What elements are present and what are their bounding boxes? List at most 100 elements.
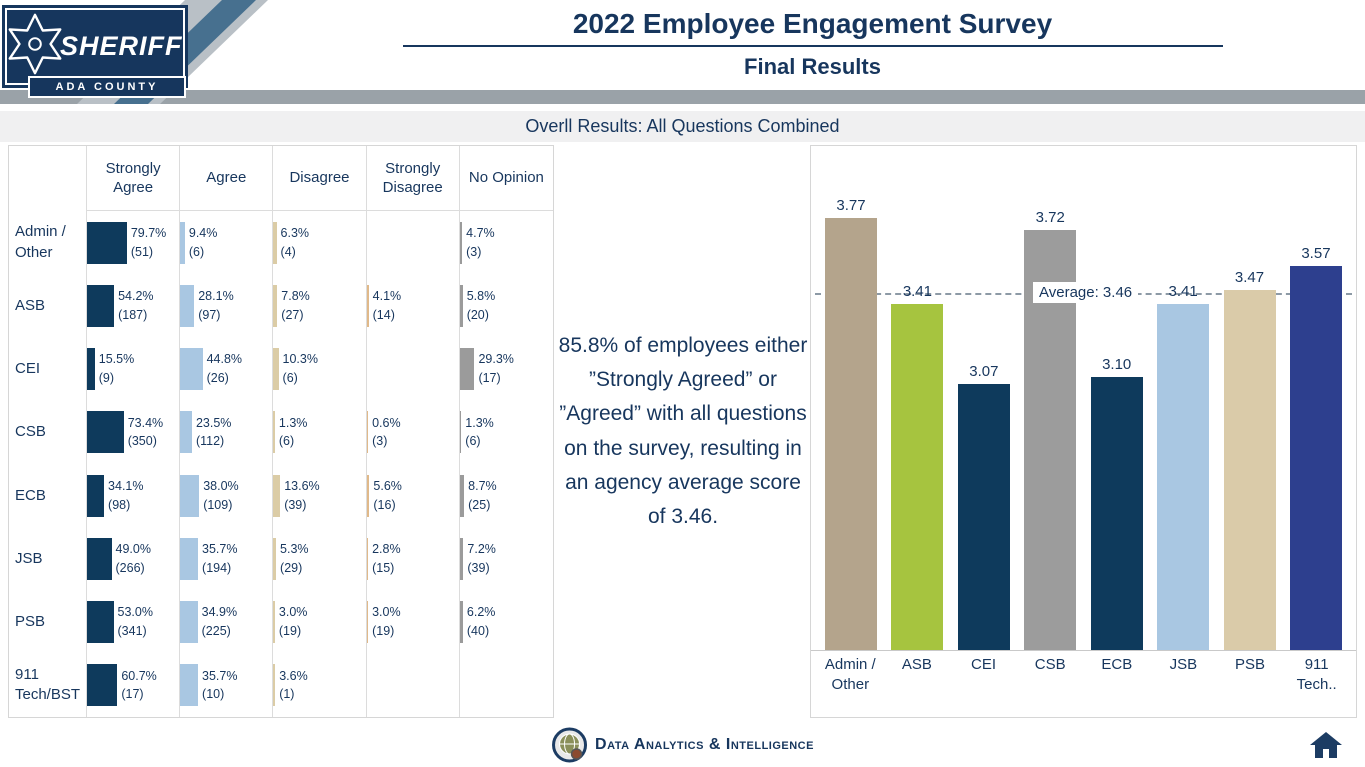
- cell-value: 5.3% (29): [280, 542, 309, 575]
- cell-bar[interactable]: [180, 284, 195, 327]
- bar[interactable]: [1223, 290, 1276, 650]
- bar-value-label: 3.47: [1234, 269, 1265, 286]
- cell-bar[interactable]: [87, 221, 127, 264]
- table-cell: 34.9% (225): [180, 590, 274, 654]
- bar[interactable]: [1157, 304, 1210, 650]
- bar-group: 3.41: [891, 283, 944, 650]
- cell-bar[interactable]: [180, 537, 199, 580]
- cell-bar[interactable]: [87, 537, 112, 580]
- bar-group: 3.10: [1090, 356, 1143, 650]
- row-label: CSB: [9, 400, 87, 464]
- cell-bar[interactable]: [87, 474, 105, 517]
- table-cell: 6.2% (40): [459, 591, 553, 654]
- cell-value: 13.6% (39): [284, 478, 320, 512]
- bar[interactable]: [957, 384, 1010, 650]
- header-gray-band: [0, 90, 1365, 104]
- cell-bar[interactable]: [366, 474, 370, 517]
- cell-value: 28.1% (97): [198, 289, 234, 322]
- table-cell: 1.3% (6): [459, 401, 553, 464]
- cell-value: 49.0% (266): [115, 542, 151, 575]
- cell-value: 9.4% (6): [188, 225, 218, 259]
- bar-chart-plot: 3.77 3.41 3.07 3.72 3.10 3.41 3.47 3.57 Average…: [811, 146, 1356, 651]
- cell-bar[interactable]: [273, 348, 279, 391]
- cell-value: 2.8% (15): [372, 542, 401, 575]
- cell-bar[interactable]: [273, 221, 277, 264]
- sheriff-star-icon: [8, 13, 62, 75]
- cell-bar[interactable]: [366, 537, 369, 580]
- cell-bar[interactable]: [180, 411, 192, 454]
- cell-bar[interactable]: [87, 601, 114, 644]
- bar-value-label: 3.72: [1035, 209, 1065, 226]
- table-cell: 23.5% (112): [180, 400, 274, 464]
- home-button[interactable]: [1307, 729, 1345, 761]
- cell-bar[interactable]: [273, 537, 277, 580]
- table-cell: 4.7% (3): [459, 211, 553, 274]
- cell-bar[interactable]: [180, 474, 200, 517]
- cell-bar[interactable]: [459, 474, 465, 517]
- cell-bar[interactable]: [87, 411, 124, 454]
- cell-bar[interactable]: [366, 411, 369, 454]
- cell-bar[interactable]: [180, 221, 185, 264]
- table-cell: 73.4% (350): [87, 400, 181, 464]
- cell-value: 79.7% (51): [130, 225, 167, 259]
- cell-bar[interactable]: [273, 664, 276, 707]
- table-cell: 28.1% (97): [180, 274, 274, 338]
- table-cell: 15.5% (9): [87, 337, 181, 401]
- cell-bar[interactable]: [459, 284, 463, 327]
- section-title: Overll Results: All Questions Combined: [525, 116, 840, 136]
- cell-value: 34.1% (98): [108, 478, 144, 512]
- bar-group: 3.57: [1289, 245, 1342, 650]
- category-label: PSB: [1235, 656, 1266, 673]
- table-cell: 8.7% (25): [459, 464, 553, 527]
- category-label: ECB: [1101, 656, 1133, 673]
- table-cell: [460, 654, 553, 717]
- cell-bar[interactable]: [180, 348, 203, 391]
- page-title: 2022 Employee Engagement Survey: [572, 8, 1053, 39]
- cell-bar[interactable]: [459, 601, 463, 644]
- cell-bar[interactable]: [180, 664, 199, 707]
- cell-value: 53.0% (341): [117, 605, 153, 639]
- bar[interactable]: [1289, 266, 1342, 650]
- table-cell: 4.1% (14): [366, 274, 460, 338]
- table-corner-cell: [9, 146, 87, 211]
- home-icon: [1310, 732, 1342, 758]
- table-cell: 6.3% (4): [273, 211, 367, 275]
- cell-bar[interactable]: [459, 348, 475, 391]
- cell-bar[interactable]: [273, 284, 278, 327]
- cell-bar[interactable]: [273, 474, 281, 517]
- results-table: Strongly Agree Agree Disagree Strongly Disa…: [9, 146, 553, 717]
- table-cell: 0.6% (3): [366, 400, 460, 464]
- cell-bar[interactable]: [459, 411, 462, 454]
- bar[interactable]: [825, 218, 877, 650]
- bar-value-label: 3.57: [1301, 245, 1331, 262]
- cell-value: 3.0% (19): [372, 605, 401, 639]
- cell-bar[interactable]: [366, 284, 369, 327]
- cell-value: 8.7% (25): [468, 478, 497, 512]
- table-cell: 1.3% (6): [273, 400, 367, 464]
- cell-value: 4.7% (3): [466, 225, 495, 259]
- cell-value: 4.1% (14): [372, 289, 402, 322]
- table-cell: 3.6% (1): [273, 653, 367, 717]
- cell-bar[interactable]: [273, 601, 275, 644]
- row-label: ECB: [9, 464, 87, 528]
- cell-value: 3.0% (19): [278, 605, 308, 639]
- cell-value: 35.7% (10): [202, 668, 238, 702]
- table-cell: 7.8% (27): [273, 274, 367, 338]
- cell-bar[interactable]: [273, 411, 275, 454]
- cell-bar[interactable]: [459, 537, 464, 580]
- bar[interactable]: [1090, 377, 1143, 650]
- bar-group: 3.41: [1157, 283, 1210, 650]
- cell-bar[interactable]: [87, 348, 95, 391]
- table-cell: 5.6% (16): [366, 464, 460, 528]
- cell-bar[interactable]: [366, 601, 369, 644]
- row-label: 911 Tech/BST: [9, 653, 87, 717]
- row-label: CEI: [9, 337, 87, 401]
- cell-value: 23.5% (112): [195, 415, 232, 449]
- cell-bar[interactable]: [459, 221, 463, 264]
- average-label: Average: 3.46: [1033, 282, 1139, 303]
- cell-bar[interactable]: [180, 601, 198, 644]
- bar[interactable]: [891, 304, 944, 650]
- cell-bar[interactable]: [87, 664, 118, 707]
- table-cell: 9.4% (6): [180, 211, 274, 275]
- cell-bar[interactable]: [87, 284, 115, 327]
